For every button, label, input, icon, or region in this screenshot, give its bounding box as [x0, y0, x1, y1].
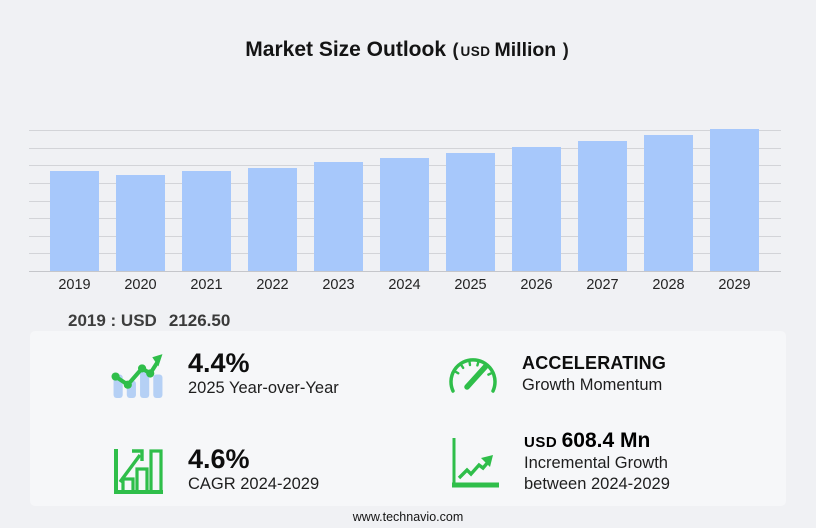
gridline: [29, 147, 781, 149]
x-tick-2025: 2025: [454, 277, 487, 293]
title-unit-large: Million: [494, 39, 557, 61]
x-tick-2029: 2029: [718, 277, 751, 293]
bar-2023: [314, 162, 363, 271]
stat-momentum: ACCELERATING Growth Momentum: [446, 351, 666, 397]
base-year-label: 2019 : USD: [68, 311, 157, 330]
bar-2021: [182, 170, 231, 271]
speedometer-icon: [449, 358, 497, 393]
x-tick-2022: 2022: [256, 277, 289, 293]
bar-2026: [512, 146, 561, 271]
stat-cagr-text: 4.6% CAGR 2024-2029: [188, 444, 319, 496]
x-tick-2028: 2028: [652, 277, 685, 293]
stat-cagr-value: 4.6%: [188, 444, 250, 475]
stat-cagr: 4.6% CAGR 2024-2029: [110, 441, 319, 499]
stat-incremental-label-line2: between 2024-2029: [524, 475, 670, 494]
base-year-value: 2126.50: [168, 311, 231, 330]
page-title: Market Size Outlook (USD Million ): [0, 38, 816, 62]
base-year-line: 2019 : USD 2126.50: [68, 311, 230, 331]
gridline: [29, 271, 781, 272]
stat-momentum-label: Growth Momentum: [522, 375, 663, 394]
gridline: [29, 130, 781, 131]
stat-incremental-value: USD 608.4 Mn: [524, 429, 670, 453]
x-tick-2027: 2027: [586, 277, 619, 293]
title-paren-close: ): [562, 40, 569, 60]
x-tick-2023: 2023: [322, 277, 355, 293]
x-tick-2026: 2026: [520, 277, 553, 293]
stat-momentum-value: ACCELERATING: [522, 353, 667, 374]
stat-yoy-label: 2025 Year-over-Year: [188, 378, 339, 397]
bar-line-growth-icon: [111, 354, 163, 398]
bar-2024: [380, 157, 429, 271]
bar-2025: [446, 152, 495, 271]
line-growth-axes-icon: [452, 438, 499, 488]
stats-panel: 4.4% 2025 Year-over-Year ACCELERATING: [30, 331, 786, 506]
stat-yoy-text: 4.4% 2025 Year-over-Year: [188, 348, 339, 400]
stat-incremental-value-prefix: USD: [524, 434, 558, 451]
stat-momentum-text: ACCELERATING Growth Momentum: [522, 352, 666, 396]
footer-url: www.technavio.com: [352, 510, 464, 524]
stat-yoy: 4.4% 2025 Year-over-Year: [110, 347, 339, 400]
stat-yoy-value: 4.4%: [188, 347, 250, 378]
title-main: Market Size Outlook: [245, 38, 447, 61]
bar-2020: [116, 175, 165, 271]
stat-incremental: USD 608.4 Mn Incremental Growth between …: [446, 429, 670, 496]
bar-2029: [710, 129, 759, 271]
stat-incremental-text: USD 608.4 Mn Incremental Growth between …: [524, 429, 670, 496]
stat-incremental-value-number: 608.4 Mn: [561, 429, 651, 452]
bar-2028: [644, 135, 693, 271]
bar-2027: [578, 141, 627, 271]
x-tick-2019: 2019: [58, 277, 91, 293]
title-paren-open: (: [452, 40, 459, 60]
x-tick-2021: 2021: [190, 277, 223, 293]
title-unit-small: USD: [460, 44, 491, 59]
bar-chart-plot: 2019 2020 2021 2022 2023 2024 2025 2026 2027 2028…: [29, 129, 781, 293]
x-tick-2020: 2020: [124, 277, 157, 293]
bar-chart-frame-icon: [114, 449, 163, 494]
x-tick-2024: 2024: [388, 277, 421, 293]
bar-2019: [50, 171, 99, 271]
bar-2022: [248, 167, 297, 271]
stat-incremental-label-line1: Incremental Growth: [524, 454, 668, 472]
stat-cagr-label: CAGR 2024-2029: [188, 475, 320, 494]
